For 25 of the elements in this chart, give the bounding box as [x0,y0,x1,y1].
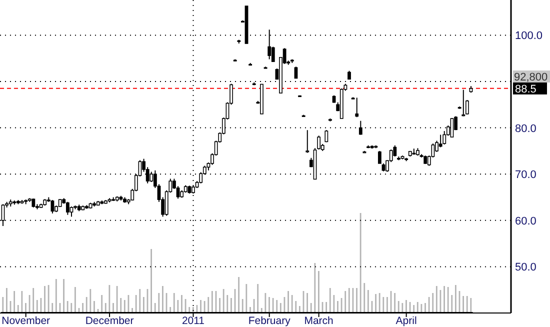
text: 92,800 [514,71,548,84]
candlestick [294,66,298,79]
candlestick [358,120,362,136]
x-tick-label: 2011 [182,315,205,327]
ref-line-label: 88.5 [515,83,536,96]
candlestick [306,130,310,154]
x-tick-label: November [2,315,51,327]
y-tick-label: 50.0 [515,262,536,274]
candlestick [438,134,442,148]
y-tick-label: 70.0 [515,169,536,182]
x-tick-label: February [248,315,292,327]
y-tick-label: 100.0 [515,30,543,42]
y-tick-label: 60.0 [515,215,536,228]
candlestick [317,135,321,150]
candlestick [66,201,70,216]
x-tick-label: March [304,315,334,327]
candlestick [150,171,154,182]
candlestick [355,97,359,118]
candlestick [70,206,74,218]
candlestick [50,200,54,214]
x-tick-label: April [396,315,417,327]
x-tick-label: December [85,315,134,327]
y-tick-label: 80.0 [515,122,536,135]
candlestick [462,89,466,117]
candlestick [324,130,328,143]
